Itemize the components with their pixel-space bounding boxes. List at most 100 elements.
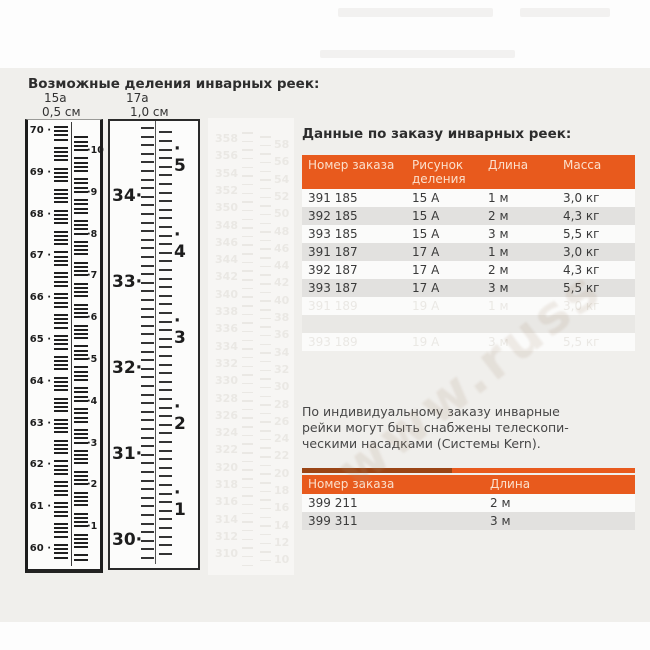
ruler-tick [54,460,68,463]
ghost-ruler-tick [260,343,271,346]
ghost-ruler-tick [242,270,253,272]
ruler-tick [74,349,88,352]
ghost-ruler-tick [242,408,253,411]
ruler-tick [159,208,172,211]
ruler-tick [54,481,68,484]
ruler-tick [74,512,88,515]
ruler-tick [159,174,172,177]
ruler-tick [74,458,88,461]
ghost-ruler-number: 316 [215,495,238,509]
ghost-ruler-tick [260,404,271,406]
ruler-tick [74,316,88,319]
ghost-ruler-tick [260,300,271,302]
table-cell: 19 А [412,299,440,313]
table-row: 399 211 2 м [302,494,635,512]
table-cell: 5,5 кг [563,281,600,295]
ruler-tick [74,240,88,243]
ghost-ruler-number: 328 [215,391,238,405]
table-cell: 17 А [412,263,440,277]
ghost-ruler-tick [242,218,253,220]
ruler-tick [141,135,154,138]
ruler-tick [159,217,172,220]
section-title: Возможные деления инварных реек: [28,76,320,92]
table-row: 393 189 19 А 3 м 5,5 кг [302,333,635,351]
ghost-ruler-tick [242,279,253,281]
ruler-tick [54,146,68,149]
ruler-tick [74,395,88,398]
ruler-tick [159,432,172,435]
ruler-tick [141,342,154,344]
ghost-ruler-tick [242,227,253,229]
ruler-number: 70 · [29,125,51,136]
ruler-tick [54,443,68,446]
ruler-tick [159,311,172,314]
ruler-tick [74,157,88,160]
ruler-tick [74,516,88,519]
ghost-ruler-number: 28 [274,397,290,411]
ruler-tick [74,324,88,327]
ruler-tick [74,312,88,314]
table-row: 393 187 17 А 3 м 5,5 кг [302,279,635,297]
ghost-ruler-tick [260,438,271,441]
ruler-number: ·10 [87,145,104,156]
ghost-ruler-tick [260,334,271,337]
ghost-ruler-tick [242,374,253,376]
ruler-tick [159,354,172,357]
ruler-tick [54,180,68,183]
note-line: ческими насадками (Системы Kern). [302,436,541,451]
ruler-tick [74,282,88,285]
ghost-ruler-tick [242,460,253,463]
ruler-tick [159,526,172,529]
ruler-tick [74,449,88,452]
ruler-tick [74,332,88,335]
ghost-ruler-number: 330 [215,374,238,388]
ruler-tick [54,314,68,317]
ruler-tick [141,307,154,310]
ruler-tick [74,328,88,331]
table2-top-strip [302,468,635,473]
table-cell: 399 311 [308,514,358,528]
ruler-tick [74,479,88,482]
ruler-number: 33· [112,272,143,292]
ghost-ruler-tick [242,538,253,541]
ruler-tick [159,251,172,254]
ruler-tick [54,376,68,379]
telescopic-table: Номер заказа Длина 399 211 2 м 399 311 3 м [302,475,635,530]
table-cell: 2 м [488,209,509,223]
ruler-tick [74,537,88,540]
ruler-tick [159,268,172,271]
ruler-tick [74,378,88,381]
ruler-tick [54,397,68,400]
ghost-ruler-tick [260,507,271,510]
table-cell: 5,5 кг [563,227,600,241]
ruler-tick [74,220,88,223]
ruler-tick [54,339,68,342]
ruler-tick [141,514,154,516]
table-row: 391 187 17 А 1 м 3,0 кг [302,243,635,261]
ghost-ruler-tick [242,434,253,437]
ghost-ruler-tick [260,257,271,259]
ruler-tick [159,449,172,452]
ruler-tick [74,462,88,465]
ruler-tick [54,301,68,304]
ruler-tick [141,419,154,422]
ghost-ruler-number: 12 [274,535,290,549]
ruler-tick [159,518,172,521]
ruler-tick [141,290,154,293]
ghost-ruler-tick [242,529,253,532]
table-cell: 15 А [412,209,440,223]
ghost-ruler-tick [242,313,253,316]
ghost-ruler-number: 314 [215,512,238,526]
ruler-tick [74,546,88,549]
ruler-tick [54,234,68,237]
ruler-tick [141,187,154,190]
ruler-number: · 3 [174,311,186,348]
ruler-tick [54,272,68,275]
ghost-ruler-tick [260,360,271,363]
ruler-number: 34· [112,186,143,206]
ruler-tick [141,161,154,164]
ruler-tick [54,326,68,329]
table-header-cell: Рисунок деления [412,158,466,186]
ghost-ruler-tick [242,547,253,549]
ruler-tick [141,195,154,198]
